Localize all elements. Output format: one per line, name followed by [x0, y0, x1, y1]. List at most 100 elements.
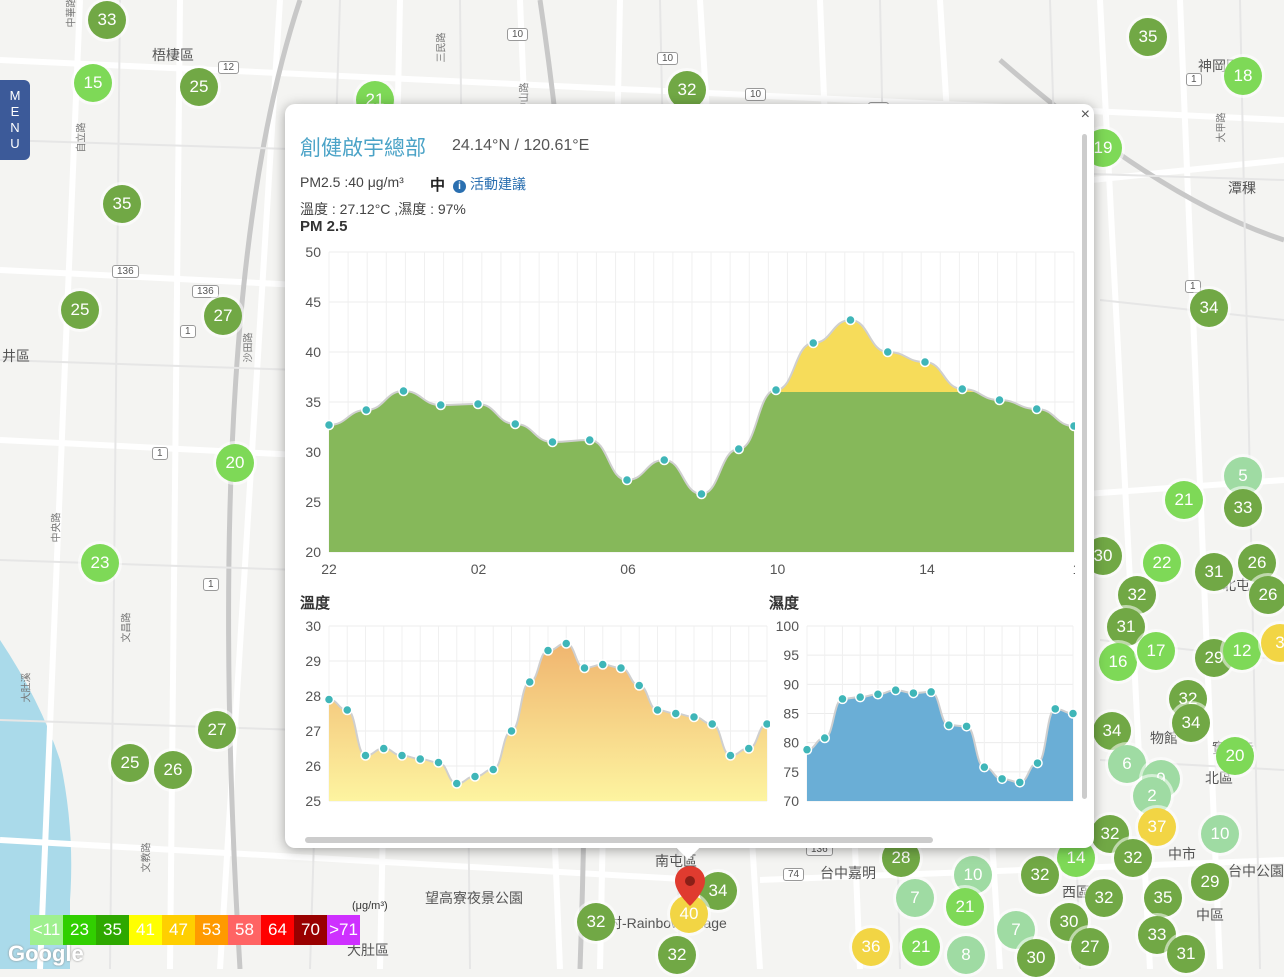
aqi-station-marker[interactable]: 21 — [1165, 481, 1203, 519]
aqi-station-marker[interactable]: 22 — [1143, 544, 1181, 582]
activity-advice-link[interactable]: i 活動建議 — [453, 174, 526, 194]
data-point[interactable] — [688, 711, 700, 723]
data-point[interactable] — [360, 750, 371, 761]
data-point[interactable] — [670, 708, 681, 719]
data-point[interactable] — [378, 743, 389, 754]
aqi-station-marker[interactable]: 31 — [1107, 608, 1145, 646]
data-point[interactable] — [634, 680, 645, 691]
data-point[interactable] — [845, 314, 856, 326]
data-point[interactable] — [979, 761, 990, 773]
data-point[interactable] — [472, 398, 484, 410]
data-point[interactable] — [837, 693, 848, 705]
aqi-station-marker[interactable]: 12 — [1223, 632, 1261, 670]
data-point[interactable] — [415, 753, 426, 765]
aqi-station-marker[interactable]: 5 — [1224, 457, 1262, 495]
aqi-station-marker[interactable]: 33 — [88, 1, 126, 39]
data-point[interactable] — [1031, 403, 1042, 415]
aqi-station-marker[interactable]: 20 — [216, 444, 254, 482]
data-point[interactable] — [908, 687, 919, 699]
data-point[interactable] — [524, 676, 535, 688]
aqi-station-marker[interactable]: 8 — [947, 936, 985, 974]
data-point[interactable] — [435, 399, 446, 411]
aqi-station-marker[interactable]: 26 — [1238, 544, 1276, 582]
data-point[interactable] — [597, 659, 608, 670]
data-point[interactable] — [584, 434, 595, 446]
aqi-station-marker[interactable]: 26 — [154, 751, 192, 789]
horizontal-scrollbar[interactable] — [305, 837, 933, 843]
data-point[interactable] — [925, 686, 937, 698]
data-point[interactable] — [547, 436, 558, 448]
aqi-station-marker[interactable]: 34 — [1190, 289, 1228, 327]
aqi-station-marker[interactable]: 32 — [1118, 576, 1156, 614]
data-point[interactable] — [510, 418, 521, 430]
data-point[interactable] — [743, 743, 754, 754]
data-point[interactable] — [1050, 703, 1061, 715]
aqi-station-marker[interactable]: 25 — [61, 291, 99, 329]
aqi-station-marker[interactable]: 32 — [1021, 856, 1059, 894]
data-point[interactable] — [396, 750, 408, 761]
data-point[interactable] — [652, 704, 663, 716]
aqi-station-marker[interactable]: 7 — [896, 879, 934, 917]
data-point[interactable] — [994, 394, 1005, 406]
data-point[interactable] — [1068, 420, 1076, 432]
station-name[interactable]: 創健啟宇總部 — [300, 137, 426, 160]
data-point[interactable] — [323, 419, 335, 431]
data-point[interactable] — [808, 337, 819, 349]
aqi-station-marker[interactable]: 31 — [1167, 935, 1205, 973]
aqi-station-marker[interactable]: 32 — [577, 903, 615, 941]
data-point[interactable] — [707, 718, 718, 730]
aqi-station-marker[interactable]: 10 — [954, 856, 992, 894]
data-point[interactable] — [733, 443, 744, 455]
data-point[interactable] — [615, 662, 627, 674]
aqi-station-marker[interactable]: 35 — [1129, 18, 1167, 56]
aqi-station-marker[interactable]: 34 — [1093, 712, 1131, 750]
data-point[interactable] — [323, 694, 335, 705]
aqi-station-marker[interactable]: 23 — [81, 544, 119, 582]
aqi-station-marker[interactable]: 34 — [1172, 704, 1210, 742]
data-point[interactable] — [725, 750, 736, 761]
aqi-station-marker[interactable]: 37 — [1138, 808, 1176, 846]
vertical-scrollbar[interactable] — [1082, 134, 1087, 799]
aqi-station-marker[interactable]: 3 — [1261, 624, 1284, 662]
data-point[interactable] — [361, 404, 372, 416]
aqi-station-marker[interactable]: 27 — [198, 711, 236, 749]
aqi-station-marker[interactable]: 25 — [180, 68, 218, 106]
data-point[interactable] — [1032, 757, 1043, 769]
data-point[interactable] — [882, 346, 893, 358]
close-button[interactable]: × — [1080, 106, 1090, 123]
data-point[interactable] — [819, 732, 830, 744]
data-point[interactable] — [659, 454, 670, 466]
data-point[interactable] — [961, 721, 972, 732]
data-point[interactable] — [561, 638, 572, 649]
data-point[interactable] — [996, 773, 1008, 785]
aqi-station-marker[interactable]: 32 — [1085, 879, 1123, 917]
aqi-station-marker[interactable]: 33 — [1224, 489, 1262, 527]
data-point[interactable] — [579, 662, 590, 674]
aqi-station-marker[interactable]: 6 — [1108, 745, 1146, 783]
aqi-station-marker[interactable]: 18 — [1224, 57, 1262, 95]
aqi-station-marker[interactable]: 35 — [103, 185, 141, 223]
data-point[interactable] — [890, 684, 901, 696]
data-point[interactable] — [469, 771, 481, 782]
aqi-station-marker[interactable]: 21 — [946, 888, 984, 926]
aqi-station-marker[interactable]: 30 — [1050, 903, 1088, 941]
menu-button[interactable]: MENU — [0, 80, 30, 160]
aqi-station-marker[interactable]: 32 — [1114, 839, 1152, 877]
data-point[interactable] — [433, 757, 444, 768]
aqi-station-marker[interactable]: 27 — [1071, 928, 1109, 966]
data-point[interactable] — [451, 778, 462, 789]
data-point[interactable] — [342, 704, 353, 716]
data-point[interactable] — [1067, 708, 1079, 719]
data-point[interactable] — [761, 718, 771, 730]
data-point[interactable] — [801, 744, 813, 755]
data-point[interactable] — [854, 691, 866, 703]
aqi-station-marker[interactable]: 32 — [658, 936, 696, 974]
aqi-station-marker[interactable]: 29 — [1191, 863, 1229, 901]
aqi-station-marker[interactable]: 27 — [204, 297, 242, 335]
data-point[interactable] — [872, 689, 884, 700]
aqi-station-marker[interactable]: 20 — [1216, 737, 1254, 775]
data-point[interactable] — [696, 488, 707, 500]
aqi-station-marker[interactable]: 15 — [74, 64, 112, 102]
data-point[interactable] — [542, 645, 554, 656]
data-point[interactable] — [398, 385, 409, 397]
